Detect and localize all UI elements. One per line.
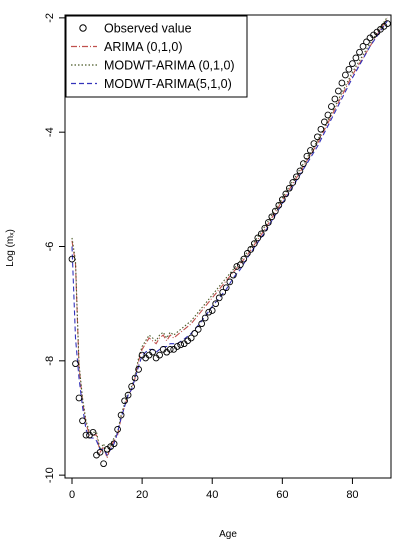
observed-point (247, 246, 255, 253)
observed-point (166, 346, 174, 353)
observed-point (317, 125, 325, 133)
observed-point (345, 65, 353, 73)
observed-point (384, 20, 391, 27)
observed-point (82, 431, 90, 439)
observed-point (233, 263, 241, 270)
observed-point (68, 255, 76, 263)
observed-point (229, 271, 237, 279)
legend-marker-observed (79, 24, 87, 32)
observed-point (257, 230, 265, 238)
observed-point (110, 440, 118, 448)
observed-point (275, 201, 283, 209)
observed-point (205, 308, 213, 316)
observed-point (72, 360, 79, 368)
observed-point (328, 103, 335, 110)
observed-point (243, 250, 251, 257)
x-tick-label: 60 (276, 489, 288, 501)
observed-point (314, 133, 321, 141)
observed-point (254, 234, 262, 242)
observed-point (349, 60, 356, 67)
observed-point (293, 173, 300, 181)
observed-point (226, 278, 234, 286)
observed-point (296, 167, 304, 175)
observed-point (261, 224, 269, 232)
observed-point (131, 374, 139, 382)
y-tick-label: -6 (44, 242, 56, 252)
observed-point (198, 320, 206, 328)
observed-point (268, 213, 276, 221)
observed-point (89, 428, 97, 436)
y-tick-label: -4 (44, 127, 56, 137)
observed-point (285, 184, 293, 192)
observed-point (79, 417, 86, 425)
legend-label-1: ARIMA (0,1,0) (104, 40, 183, 54)
observed-point (342, 71, 349, 79)
observed-point (289, 179, 297, 186)
observed-point (264, 219, 272, 226)
y-axis: -10 -8 -6 -4 -2 (44, 13, 66, 483)
observed-point (201, 314, 209, 322)
observed-point (271, 207, 279, 215)
x-tick-label: 0 (69, 489, 75, 501)
observed-point (331, 95, 339, 103)
observed-point (307, 147, 314, 154)
x-tick-label: 80 (346, 489, 358, 501)
observed-point (149, 348, 156, 356)
observed-point (124, 391, 132, 399)
observed-point (215, 294, 223, 302)
observed-point (300, 160, 307, 167)
observed-point (156, 351, 163, 359)
observed-point (321, 118, 328, 126)
observed-point (128, 383, 135, 390)
observed-point (236, 261, 244, 269)
legend: Observed value ARIMA (0,1,0) MODWT-ARIMA (… (65, 15, 248, 98)
observed-point (100, 460, 107, 468)
y-axis-title: Log (mₓ) (5, 229, 16, 267)
observed-point (75, 394, 83, 402)
observed-point (194, 326, 202, 333)
observed-point (208, 307, 216, 314)
observed-point (338, 79, 346, 87)
y-tick-label: -2 (44, 13, 56, 23)
observed-point (240, 255, 248, 263)
observed-point (177, 341, 185, 349)
observed-point (363, 38, 370, 46)
x-tick-label: 20 (136, 489, 148, 501)
observed-point (219, 288, 227, 296)
observed-point (250, 240, 258, 247)
observed-point (303, 152, 311, 160)
observed-point (278, 196, 286, 203)
observed-point (121, 397, 128, 405)
observed-point (135, 366, 142, 373)
observed-point (310, 140, 318, 147)
observed-point (191, 330, 199, 337)
legend-label-3: MODWT-ARIMA(5,1,0) (104, 77, 232, 91)
observed-point (222, 284, 230, 292)
observed-point (324, 111, 332, 119)
observed-point (117, 411, 125, 419)
x-axis-title: Age (219, 529, 237, 540)
observed-points (68, 20, 391, 468)
observed-point (352, 54, 360, 62)
x-axis: 0 20 40 60 80 (69, 477, 359, 501)
legend-label-0: Observed value (104, 22, 192, 36)
x-tick-label: 40 (206, 489, 218, 501)
observed-point (96, 448, 104, 456)
observed-point (335, 87, 342, 95)
observed-point (114, 426, 121, 433)
y-tick-label: -10 (44, 467, 56, 483)
series-line-0 (71, 17, 388, 460)
observed-point (282, 190, 290, 198)
observed-point (356, 48, 363, 56)
observed-point (187, 334, 195, 342)
observed-point (173, 343, 181, 350)
legend-label-2: MODWT-ARIMA (0,1,0) (104, 59, 235, 73)
observed-point (359, 43, 367, 50)
y-tick-label: -8 (44, 356, 56, 366)
observed-point (212, 300, 220, 308)
